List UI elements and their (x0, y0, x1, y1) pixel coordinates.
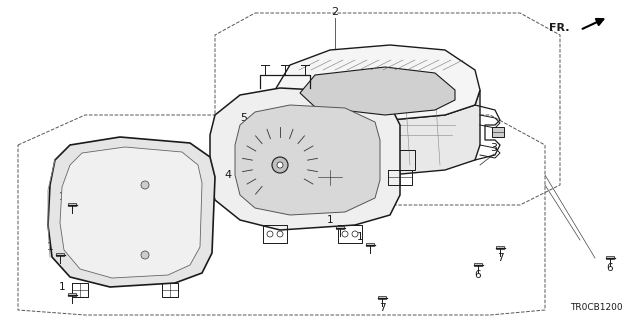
Text: 6: 6 (607, 263, 613, 273)
Polygon shape (300, 67, 455, 115)
Polygon shape (48, 137, 215, 287)
Bar (337, 226, 344, 229)
Text: 1: 1 (47, 242, 53, 252)
Text: 7: 7 (497, 253, 503, 263)
Circle shape (277, 231, 283, 237)
Text: 1: 1 (326, 215, 333, 225)
Bar (497, 246, 504, 249)
Bar (378, 296, 385, 299)
Text: 4: 4 (225, 170, 232, 180)
Circle shape (141, 251, 149, 259)
Circle shape (267, 231, 273, 237)
Text: 7: 7 (379, 303, 385, 313)
Bar (367, 243, 374, 246)
Polygon shape (275, 90, 480, 175)
Bar (492, 127, 504, 137)
Circle shape (141, 181, 149, 189)
Text: 6: 6 (475, 270, 481, 280)
Bar (68, 293, 76, 296)
Circle shape (342, 231, 348, 237)
Polygon shape (235, 105, 380, 215)
Text: 2: 2 (332, 7, 339, 17)
Text: 5: 5 (241, 113, 248, 123)
Bar (607, 256, 614, 259)
Text: TR0CB1200: TR0CB1200 (570, 303, 623, 313)
Polygon shape (210, 88, 400, 230)
Text: 3: 3 (490, 143, 497, 153)
Polygon shape (60, 147, 202, 278)
Text: 1: 1 (59, 282, 65, 292)
Polygon shape (275, 45, 480, 120)
Text: 1: 1 (356, 232, 364, 242)
Text: FR.: FR. (550, 23, 570, 33)
Bar (68, 203, 76, 206)
Bar (56, 253, 63, 256)
Circle shape (272, 157, 288, 173)
Text: 1: 1 (59, 192, 65, 202)
Circle shape (352, 231, 358, 237)
Bar (474, 263, 482, 266)
Circle shape (277, 162, 283, 168)
